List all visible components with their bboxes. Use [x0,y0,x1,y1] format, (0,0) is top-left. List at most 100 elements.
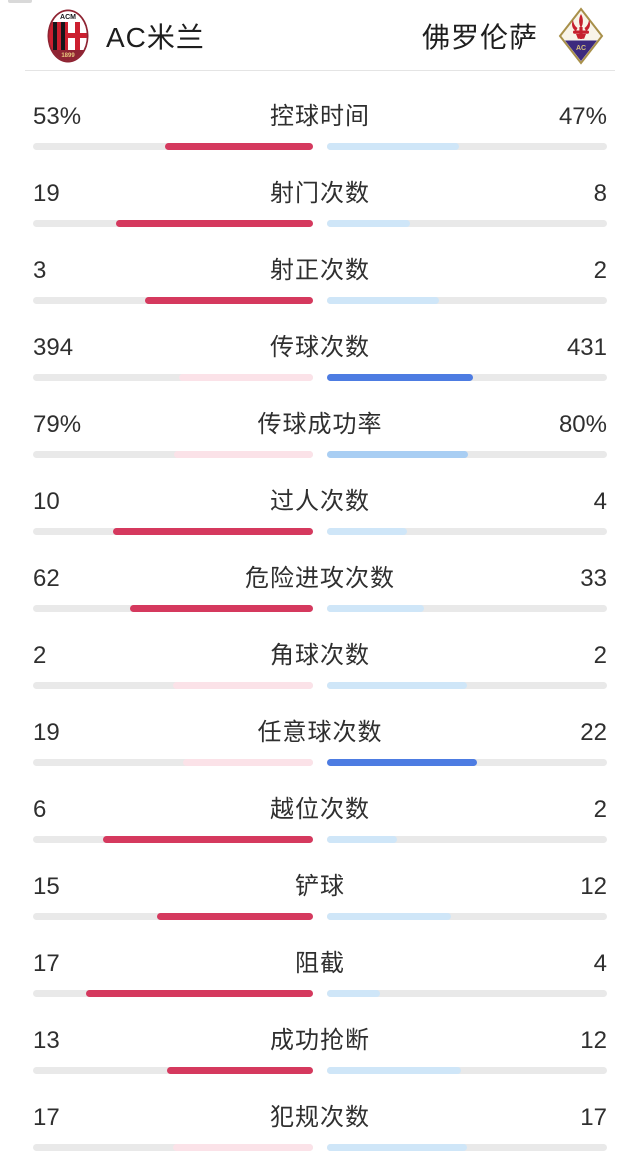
away-bar-track [327,605,607,612]
away-bar-fill [327,374,474,381]
stat-row: 53% 控球时间 47% [0,102,640,150]
stat-text-row: 13 成功抢断 12 [0,1026,640,1056]
away-bar-fill [327,836,397,843]
stat-label: 传球成功率 [257,411,383,438]
svg-text:AC: AC [576,45,586,52]
away-bar-fill [327,528,408,535]
away-bar-fill [327,143,459,150]
away-stat-value: 2 [593,796,607,823]
stat-label: 射正次数 [270,257,370,284]
stat-row: 19 射门次数 8 [0,179,640,227]
stat-text-row: 394 传球次数 431 [0,333,640,363]
stat-text-row: 19 射门次数 8 [0,179,640,209]
home-stat-value: 13 [33,1027,60,1054]
stat-bars [0,836,640,843]
stat-row: 19 任意球次数 22 [0,718,640,766]
home-bar-fill [173,451,313,458]
away-stat-value: 22 [580,719,607,746]
stat-bars [0,682,640,689]
stat-bars [0,913,640,920]
away-bar-fill [327,297,439,304]
away-bar-track [327,913,607,920]
away-bar-track [327,1067,607,1074]
stat-row: 15 铲球 12 [0,872,640,920]
home-bar-track [33,297,313,304]
away-bar-track [327,682,607,689]
home-bar-track [33,913,313,920]
away-stat-value: 33 [580,565,607,592]
away-stat-value: 4 [593,488,607,515]
stat-text-row: 17 犯规次数 17 [0,1103,640,1133]
home-bar-track [33,605,313,612]
away-bar-track [327,297,607,304]
stat-bars [0,1067,640,1074]
away-stat-value: 12 [580,1027,607,1054]
home-stat-value: 17 [33,1104,60,1131]
away-bar-fill [327,1067,462,1074]
stat-label: 越位次数 [270,796,370,823]
match-stats-list: 53% 控球时间 47% 19 射门次数 8 [0,71,640,1151]
home-stat-value: 62 [33,565,60,592]
home-bar-fill [157,913,313,920]
stat-bars [0,451,640,458]
away-stat-value: 8 [593,180,607,207]
stat-row: 62 危险进攻次数 33 [0,564,640,612]
home-stat-value: 394 [33,334,74,361]
away-team-logo fiorentina-crest-icon: AC [558,7,604,65]
header-divider [25,70,615,71]
stat-row: 10 过人次数 4 [0,487,640,535]
svg-text:1899: 1899 [61,53,75,59]
away-team-name: 佛罗伦萨 [421,22,538,53]
home-bar-fill [167,1067,313,1074]
home-bar-fill [103,836,313,843]
home-bar-fill [145,297,313,304]
away-stat-value: 12 [580,873,607,900]
home-bar-fill [173,682,313,689]
home-bar-fill [86,990,313,997]
away-stat-value: 431 [566,334,607,361]
home-bar-track [33,451,313,458]
stat-row: 394 传球次数 431 [0,333,640,381]
stat-row: 13 成功抢断 12 [0,1026,640,1074]
stat-row: 6 越位次数 2 [0,795,640,843]
home-bar-track [33,374,313,381]
home-bar-track [33,990,313,997]
home-stat-value: 19 [33,180,60,207]
away-bar-fill [327,1144,467,1151]
home-team-logo acmilan-crest-icon: 1899 ACM [47,9,89,63]
stat-label: 阻截 [295,950,345,977]
home-bar-fill [115,220,313,227]
stat-bars [0,297,640,304]
stat-text-row: 62 危险进攻次数 33 [0,564,640,594]
stat-bars [0,605,640,612]
away-bar-track [327,759,607,766]
away-bar-fill [327,913,452,920]
stat-text-row: 3 射正次数 2 [0,256,640,286]
away-stat-value: 4 [593,950,607,977]
away-stat-value: 2 [593,642,607,669]
stat-bars [0,220,640,227]
home-stat-value: 79% [33,411,82,438]
stat-label: 传球次数 [270,334,370,361]
stat-label: 铲球 [295,873,345,900]
stat-label: 危险进攻次数 [245,565,395,592]
home-bar-fill [164,143,313,150]
stat-row: 3 射正次数 2 [0,256,640,304]
away-stat-value: 80% [558,411,607,438]
match-header: 1899 ACM AC米兰 佛罗伦萨 AC [0,0,640,66]
away-bar-fill [327,990,381,997]
stat-row: 17 犯规次数 17 [0,1103,640,1151]
stat-text-row: 53% 控球时间 47% [0,102,640,132]
home-bar-track [33,759,313,766]
home-bar-track [33,1144,313,1151]
stat-label: 角球次数 [270,642,370,669]
stat-label: 犯规次数 [270,1104,370,1131]
stat-text-row: 79% 传球成功率 80% [0,410,640,440]
stat-bars [0,143,640,150]
home-bar-track [33,1067,313,1074]
stat-label: 控球时间 [270,103,370,130]
away-bar-track [327,528,607,535]
away-stat-value: 17 [580,1104,607,1131]
home-bar-fill [173,1144,313,1151]
away-bar-track [327,990,607,997]
